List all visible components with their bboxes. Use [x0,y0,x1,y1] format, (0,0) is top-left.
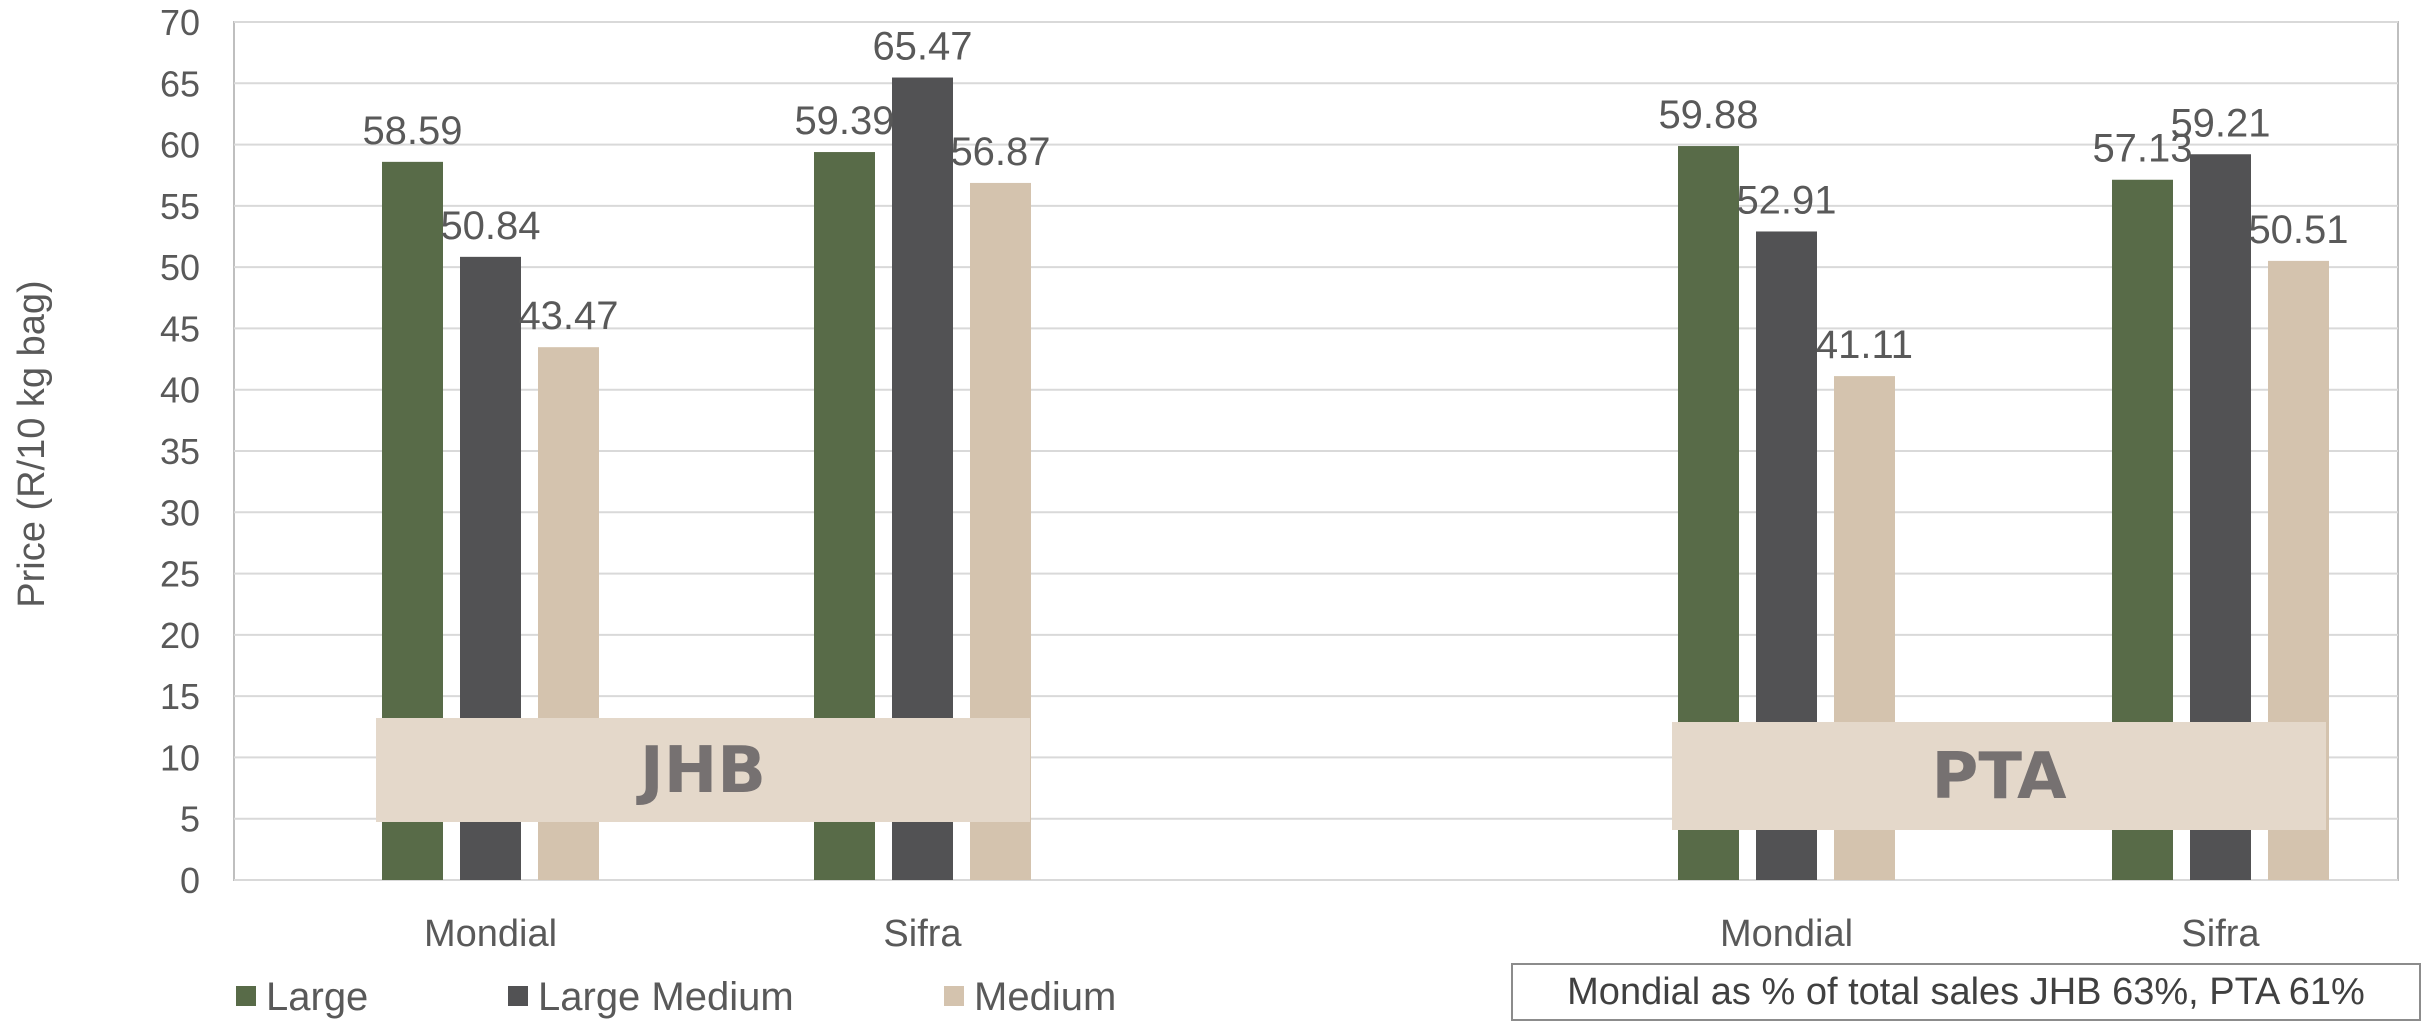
y-tick-label: 10 [160,737,200,778]
legend-label: Medium [974,975,1116,1019]
region-box [376,718,1030,822]
data-label: 65.47 [872,25,972,69]
y-tick-label: 25 [160,554,200,595]
data-label: 50.84 [440,204,540,248]
category-label: Mondial [1720,913,1853,955]
y-tick-label: 65 [160,63,200,104]
data-label: 43.47 [518,294,618,338]
category-label: Mondial [424,913,557,955]
legend: Large Large Medium Medium [236,975,1116,1019]
y-tick-label: 70 [160,2,200,43]
region-label: JHB [636,734,766,808]
data-label: 58.59 [362,109,462,153]
category-label: Sifra [2181,913,2260,955]
y-axis-label: Price (R/10 kg bag) [11,280,53,607]
data-label: 56.87 [950,130,1050,174]
y-tick-label: 45 [160,308,200,349]
bars [382,77,2329,881]
note-box: Mondial as % of total sales JHB 63%, PTA… [1511,963,2421,1021]
legend-label: Large Medium [538,975,794,1019]
legend-swatch [508,986,528,1006]
legend-label: Large [266,975,368,1019]
region-label: PTA [1931,740,2067,814]
region-labels: JHB PTA [376,718,2326,830]
note-text: Mondial as % of total sales JHB 63%, PTA… [1567,971,2365,1013]
data-labels: 58.59 50.84 43.47 59.39 65.47 56.87 59.88 52.91… [362,25,2348,368]
y-tick-label: 5 [180,799,200,840]
y-axis: 0 5 10 15 20 25 30 35 40 45 50 55 60 65 70 [160,2,200,901]
y-tick-label: 60 [160,125,200,166]
data-label: 59.88 [1658,93,1758,137]
data-label: 52.91 [1736,178,1836,222]
y-tick-label: 0 [180,860,200,901]
y-tick-label: 50 [160,247,200,288]
y-tick-label: 35 [160,431,200,472]
data-label: 41.11 [1816,323,1913,367]
y-tick-label: 40 [160,370,200,411]
legend-swatch [944,986,964,1006]
y-tick-label: 20 [160,615,200,656]
region-box [1672,722,2326,830]
data-label: 57.13 [2092,127,2192,171]
x-axis-categories: Mondial Sifra Mondial Sifra [424,913,2260,955]
y-tick-label: 55 [160,186,200,227]
data-label: 59.21 [2170,101,2270,145]
data-label: 50.51 [2248,208,2348,252]
y-tick-label: 30 [160,492,200,533]
y-tick-label: 15 [160,676,200,717]
category-label: Sifra [883,913,962,955]
data-label: 59.39 [794,99,894,143]
legend-swatch [236,986,256,1006]
